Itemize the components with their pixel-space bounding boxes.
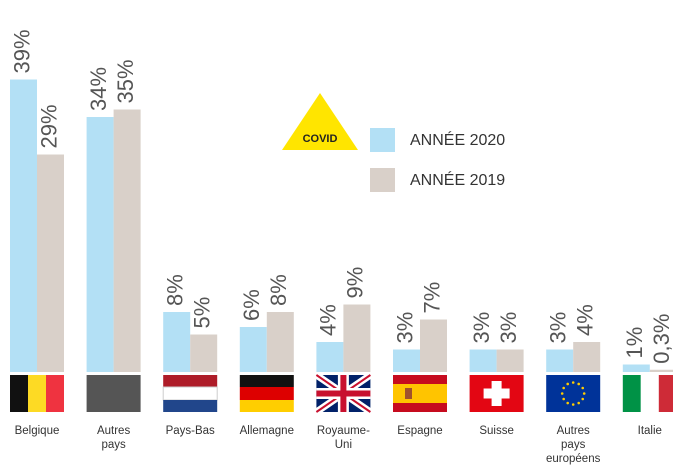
flag [162, 386, 218, 401]
flag [622, 375, 641, 412]
flag [581, 386, 585, 390]
bar [622, 364, 650, 372]
bar [37, 154, 64, 372]
flag [10, 375, 28, 412]
bar [190, 334, 218, 372]
bar [316, 342, 344, 372]
flag [86, 375, 141, 412]
flag [239, 375, 294, 387]
category-label: Italie [637, 425, 662, 437]
value-label: 8% [163, 274, 188, 306]
flag [28, 375, 46, 412]
value-label: 3% [469, 312, 494, 344]
flag [393, 384, 447, 403]
bar [496, 349, 524, 372]
value-label: 39% [9, 29, 34, 73]
flag [163, 400, 218, 412]
value-label: 3% [392, 312, 417, 344]
bar [239, 327, 267, 372]
bar [86, 117, 114, 372]
category-label: Espagne [397, 425, 443, 437]
flag [239, 400, 294, 412]
flag [483, 388, 510, 399]
flag [566, 382, 569, 386]
category-label: Royaume-Uni [316, 425, 370, 451]
flag [577, 401, 580, 405]
value-label: 9% [343, 267, 368, 299]
legend-swatch [370, 168, 395, 192]
bar [420, 319, 447, 372]
category-label: Allemagne [239, 425, 294, 437]
bar [573, 342, 601, 372]
flag [546, 375, 601, 412]
value-label: 8% [266, 274, 291, 306]
flag [581, 397, 585, 401]
bar [113, 109, 141, 372]
value-label: 5% [190, 297, 215, 329]
category-label: Autres pays européens [546, 425, 601, 465]
bar [546, 349, 574, 372]
value-label: 3% [496, 312, 521, 344]
category-label: Belgique [14, 425, 60, 437]
flag [640, 375, 659, 412]
bar [266, 312, 294, 372]
flag [239, 387, 294, 400]
flag [163, 375, 218, 387]
flag [566, 401, 569, 405]
category-label: Autres pays [96, 425, 131, 451]
value-label: 35% [113, 59, 138, 103]
covid-triangle [282, 93, 358, 150]
flag [658, 375, 673, 412]
value-label: 3% [546, 312, 571, 344]
value-label: 34% [86, 67, 111, 111]
value-label: 29% [36, 104, 61, 148]
bar [469, 349, 497, 372]
flag [405, 388, 412, 399]
flag [562, 397, 565, 401]
category-label: Pays-Bas [165, 425, 215, 437]
flag [562, 386, 565, 390]
flag [46, 375, 64, 412]
flag [571, 403, 575, 406]
bar [649, 369, 673, 372]
value-label: 6% [239, 289, 264, 321]
value-label: 4% [316, 304, 341, 336]
bar [343, 304, 371, 372]
value-label: 0,3% [649, 314, 673, 364]
value-label: 4% [573, 304, 598, 336]
annotation: COVID [303, 133, 338, 145]
flag [582, 392, 586, 395]
legend-swatch [370, 128, 395, 152]
flag [571, 381, 575, 384]
value-label: 7% [419, 282, 444, 314]
value-label: 1% [622, 327, 647, 359]
category-label: Suisse [479, 425, 514, 437]
bar [393, 349, 420, 372]
flag [577, 382, 580, 386]
legend-label: ANNÉE 2019 [410, 170, 505, 189]
bar [163, 312, 191, 372]
bar [10, 79, 37, 372]
flag [560, 392, 564, 395]
flag [316, 375, 371, 412]
legend-label: ANNÉE 2020 [410, 130, 505, 149]
